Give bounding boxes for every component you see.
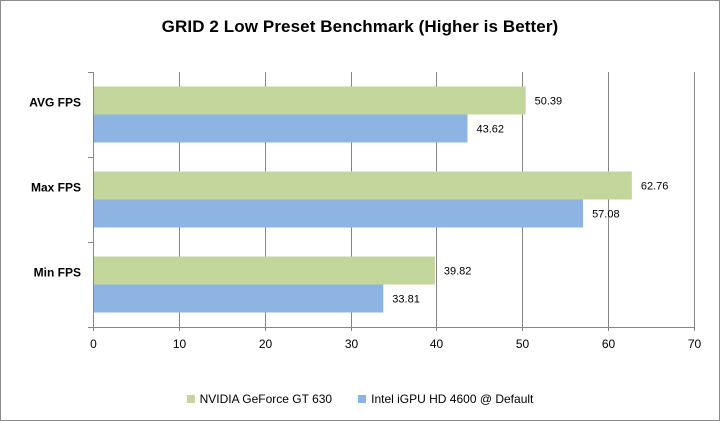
x-tick-label: 70 xyxy=(688,337,702,351)
chart-title: GRID 2 Low Preset Benchmark (Higher is B… xyxy=(161,17,559,36)
legend-item: Intel iGPU HD 4600 @ Default xyxy=(358,392,533,406)
bar-nvidia xyxy=(94,171,632,200)
legend-swatch xyxy=(186,395,195,403)
x-tick-label: 0 xyxy=(90,337,97,351)
x-tick-label: 20 xyxy=(259,337,273,351)
x-tick-label: 60 xyxy=(602,337,616,351)
bar-intel xyxy=(94,199,584,228)
data-label: 57.08 xyxy=(592,209,620,221)
legend-label: NVIDIA GeForce GT 630 xyxy=(199,392,333,406)
data-label: 33.81 xyxy=(392,294,420,306)
data-label: 43.62 xyxy=(477,124,505,136)
x-tick-label: 30 xyxy=(345,337,359,351)
bar-intel xyxy=(94,114,468,143)
chart-legend: NVIDIA GeForce GT 630 Intel iGPU HD 4600 … xyxy=(0,392,720,406)
data-label: 50.39 xyxy=(535,96,563,108)
x-tick-label: 10 xyxy=(173,337,187,351)
category-label: AVG FPS xyxy=(29,96,81,110)
bar-nvidia xyxy=(94,86,526,115)
data-label: 62.76 xyxy=(641,181,669,193)
legend-swatch xyxy=(358,395,367,403)
category-label: Max FPS xyxy=(31,181,81,195)
x-tick-label: 50 xyxy=(516,337,530,351)
bar-intel xyxy=(94,284,384,313)
legend-item: NVIDIA GeForce GT 630 xyxy=(186,392,333,406)
category-label: Min FPS xyxy=(34,266,81,280)
legend-label: Intel iGPU HD 4600 @ Default xyxy=(371,392,534,406)
data-label: 39.82 xyxy=(444,266,472,278)
bar-nvidia xyxy=(94,256,435,285)
x-tick-label: 40 xyxy=(430,337,444,351)
